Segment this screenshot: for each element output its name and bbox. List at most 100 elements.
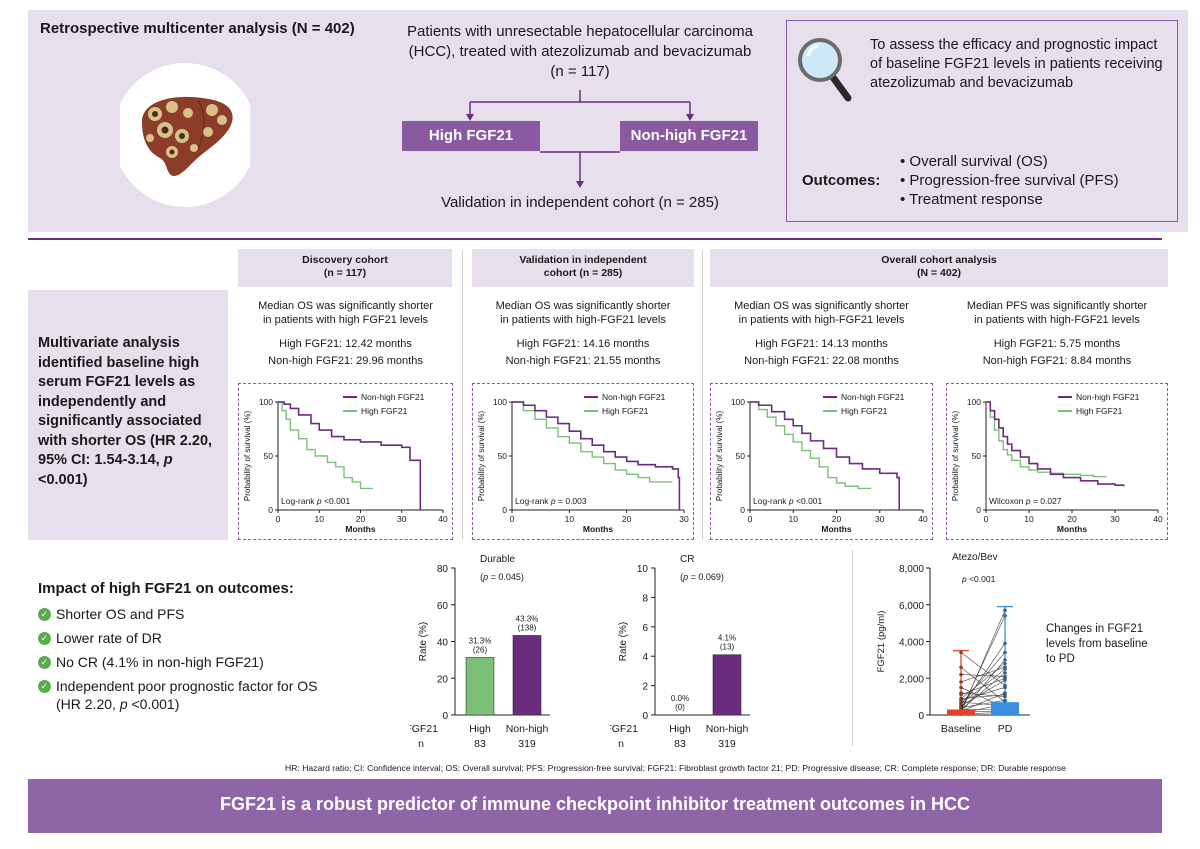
category-label: Non-high — [706, 723, 749, 735]
km-curve-high — [986, 401, 1107, 478]
outcomes-label: Outcomes: — [802, 172, 881, 189]
chart-title: Atezo/Bev — [952, 552, 998, 563]
bar-label-count: (0) — [675, 703, 685, 712]
x-axis-label: Months — [821, 524, 851, 534]
impact-title: Impact of high FGF21 on outcomes: — [38, 580, 294, 597]
y-tick-label: 0 — [976, 505, 981, 515]
n-row-label: n — [418, 738, 424, 750]
x-tick-label: 0 — [510, 514, 515, 524]
outcome-item: • Progression-free survival (PFS) — [900, 172, 1119, 189]
patient-line — [960, 652, 1006, 686]
median-nonhigh: Non-high FGF21: 8.84 months — [982, 355, 1132, 367]
impact-item: ✓ Shorter OS and PFS — [38, 605, 338, 623]
footer-banner — [28, 779, 1162, 833]
study-title: Retrospective multicenter analysis (N = … — [40, 20, 355, 37]
bar-label-pct: 43.3% — [516, 614, 539, 623]
population-description: Patients with unresectable hepatocellula… — [406, 23, 754, 80]
header-overall: Overall cohort analysis (N = 402) — [710, 249, 1168, 287]
group-high-label: High FGF21 — [428, 127, 514, 144]
x-tick-label: 20 — [832, 514, 842, 524]
category-label: Non-high — [506, 723, 549, 735]
km-box-overall-os — [710, 383, 933, 540]
km-curve-high — [278, 401, 373, 490]
y-tick-label: 40 — [437, 638, 449, 649]
y-axis-label: Probability of survival (%) — [243, 411, 252, 502]
x-tick-label: 10 — [565, 514, 575, 524]
legend-nonhigh: Non-high FGF21 — [602, 392, 666, 402]
y-tick-label: 8,000 — [899, 564, 924, 575]
bar-1 — [712, 654, 742, 716]
y-tick-label: 0 — [268, 505, 273, 515]
chart-title: CR — [680, 554, 694, 565]
y-tick-label: 2,000 — [899, 674, 924, 685]
y-axis-label: Probability of survival (%) — [715, 411, 724, 502]
km-curve-nonhigh — [278, 401, 422, 510]
km-curve-nonhigh — [986, 401, 1125, 487]
km-box-overall-pfs — [946, 383, 1168, 540]
fgf21-change-annotation: Changes in FGF21 levels from baseline to… — [1046, 623, 1148, 665]
median-high: High FGF21: 5.75 months — [993, 338, 1121, 350]
outcome-item: • Treatment response — [900, 191, 1043, 208]
km-summary-line: Median OS was significantly shorter — [258, 300, 433, 312]
p-pre: ( — [680, 572, 683, 582]
category-label: High — [669, 723, 691, 735]
y-tick-label: 0 — [740, 505, 745, 515]
y-tick-label: 50 — [264, 451, 274, 461]
test-name: Log-rank — [753, 496, 789, 506]
y-tick-label: 0 — [918, 711, 924, 722]
bar-label-count: (138) — [518, 623, 537, 632]
flow-arrows — [466, 90, 694, 188]
y-tick-label: 0 — [502, 505, 507, 515]
y-tick-label: 10 — [637, 564, 649, 575]
x-axis-label: Months — [1057, 524, 1087, 534]
y-tick-label: 80 — [437, 564, 449, 575]
fgf21-row-label: FGF21 — [410, 723, 438, 735]
fgf21-change-chart: Atezo/Bev p <0.001 0 2,000 4,000 6,000 8,000 FG… — [876, 552, 1030, 735]
km-plot-discovery: 0 50 100 0 10 20 30 40 Months Probability of surv… — [243, 392, 448, 534]
km-summary-line: in patients with high-FGF21 levels — [974, 314, 1140, 326]
abbreviations: HR: Hazard ratio; CI: Confidence interva… — [285, 763, 1066, 773]
patient-line — [960, 674, 1006, 677]
p-value: p <0.001 — [961, 574, 996, 584]
km-curve-nonhigh — [750, 401, 901, 510]
patient-line — [960, 615, 1006, 711]
median-nonhigh: Non-high FGF21: 29.96 months — [268, 355, 423, 367]
validation-cohort-text: Validation in independent cohort (n = 28… — [441, 194, 719, 211]
category-label: High — [469, 723, 491, 735]
fgf21-row-label: FGF21 — [610, 723, 638, 735]
legend-nonhigh: Non-high FGF21 — [361, 392, 425, 402]
patient-line — [960, 652, 1006, 705]
y-tick-label: 0 — [442, 711, 448, 722]
multivariate-text: Multivariate analysis identified baselin… — [38, 335, 213, 488]
footer-text: FGF21 is a robust predictor of immune ch… — [219, 794, 971, 814]
km-box-validation — [472, 383, 694, 540]
y-tick-label: 50 — [972, 451, 982, 461]
x-tick-label: 40 — [1153, 514, 1163, 524]
p-post: = 0.069) — [688, 572, 724, 582]
impact-item: ✓ Lower rate of DR — [38, 629, 338, 647]
liver-illustration — [120, 63, 250, 207]
y-tick-label: 60 — [437, 601, 449, 612]
category-label: PD — [998, 723, 1013, 735]
test-name: Log-rank — [281, 496, 317, 506]
x-axis-label: Months — [345, 524, 375, 534]
test-value: <0.001 — [794, 496, 823, 506]
test-label: Wilcoxon p = 0.027 — [989, 496, 1062, 506]
bar-0 — [947, 709, 975, 715]
km-medians: High FGF21: 14.13 months Non-high FGF21: … — [710, 336, 933, 370]
bar-label-count: (13) — [720, 643, 735, 652]
test-p: p — [316, 496, 322, 506]
aim-box — [786, 20, 1178, 222]
x-tick-label: 10 — [315, 514, 325, 524]
n-label: 319 — [518, 738, 536, 750]
km-medians: High FGF21: 14.16 months Non-high FGF21: … — [472, 336, 694, 370]
multivariate-panel — [28, 290, 228, 540]
bar-label-pct: 31.3% — [469, 636, 492, 645]
check-icon: ✓ — [38, 655, 51, 669]
check-icon: ✓ — [38, 679, 51, 693]
x-tick-label: 0 — [748, 514, 753, 524]
bar-label-pct: 4.1% — [718, 634, 736, 643]
y-axis-label: Rate (%) — [418, 622, 429, 661]
header-validation: Validation in independent cohort (n = 285… — [472, 249, 694, 287]
km-curve-high — [750, 401, 872, 490]
